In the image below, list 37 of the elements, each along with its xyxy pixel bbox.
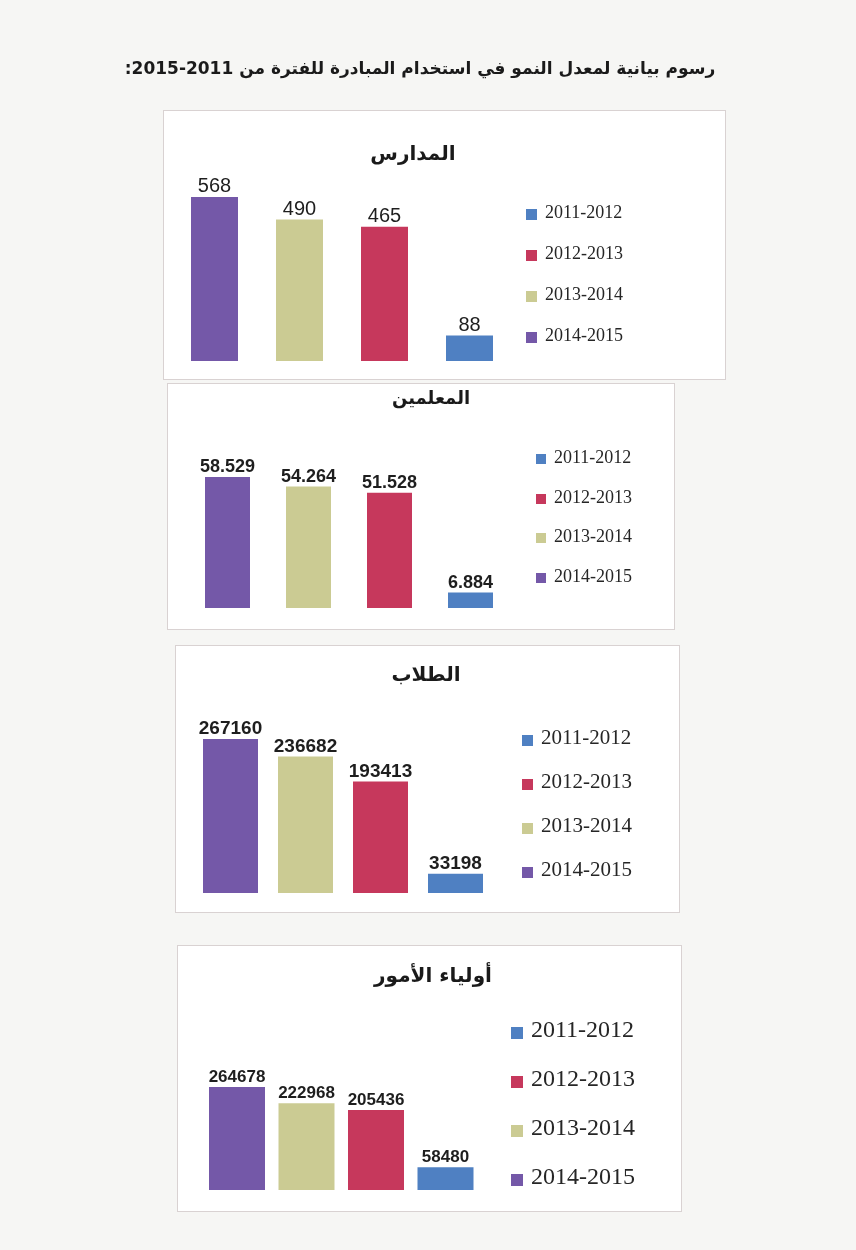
data-label: 193413 (348, 759, 413, 781)
chart-title: المدارس (369, 141, 457, 165)
legend-label: 2012-2013 (545, 243, 623, 263)
data-label: 6.884 (447, 571, 494, 592)
data-label: 51.528 (361, 471, 418, 492)
legend-label: 2012-2013 (531, 1065, 635, 1091)
data-label: 205436 (347, 1090, 405, 1110)
legend-label: 2014-2015 (541, 857, 632, 881)
legend-label: 2012-2013 (541, 769, 632, 793)
legend-label: 2014-2015 (545, 325, 623, 345)
legend-label: 2011-2012 (554, 447, 632, 467)
chart-title: أولياء الأمور (372, 963, 493, 987)
legend-label: 2013-2014 (554, 526, 632, 546)
legend-label: 2011-2012 (541, 725, 632, 749)
data-label: 465 (367, 203, 402, 226)
legend-label: 2013-2014 (531, 1114, 635, 1140)
data-label: 490 (282, 196, 317, 219)
data-label: 58.529 (199, 456, 256, 476)
data-label: 33198 (429, 851, 482, 873)
legend-label: 2014-2015 (531, 1163, 635, 1189)
data-label: 58480 (421, 1147, 470, 1167)
chart-title: الطلاب (390, 662, 462, 686)
data-label: 88 (458, 312, 481, 335)
data-label: 54.264 (280, 465, 337, 486)
data-label: 236682 (273, 734, 338, 756)
legend-label: 2011-2012 (531, 1016, 635, 1042)
legend-label: 2013-2014 (541, 813, 632, 837)
data-label: 222968 (278, 1083, 335, 1103)
chart-title: المعلمين (390, 386, 472, 408)
legend-label: 2012-2013 (554, 486, 632, 507)
legend-label: 2014-2015 (554, 565, 632, 586)
legend-label: 2011-2012 (545, 202, 623, 222)
data-label: 568 (197, 174, 232, 196)
text: رسوم بيانية لمعدل النمو في استخدام المبادرة للفترة من 2011-2015: (123, 58, 717, 78)
legend-label: 2013-2014 (545, 284, 623, 304)
data-label: 267160 (198, 717, 263, 738)
data-label: 264678 (208, 1067, 266, 1086)
